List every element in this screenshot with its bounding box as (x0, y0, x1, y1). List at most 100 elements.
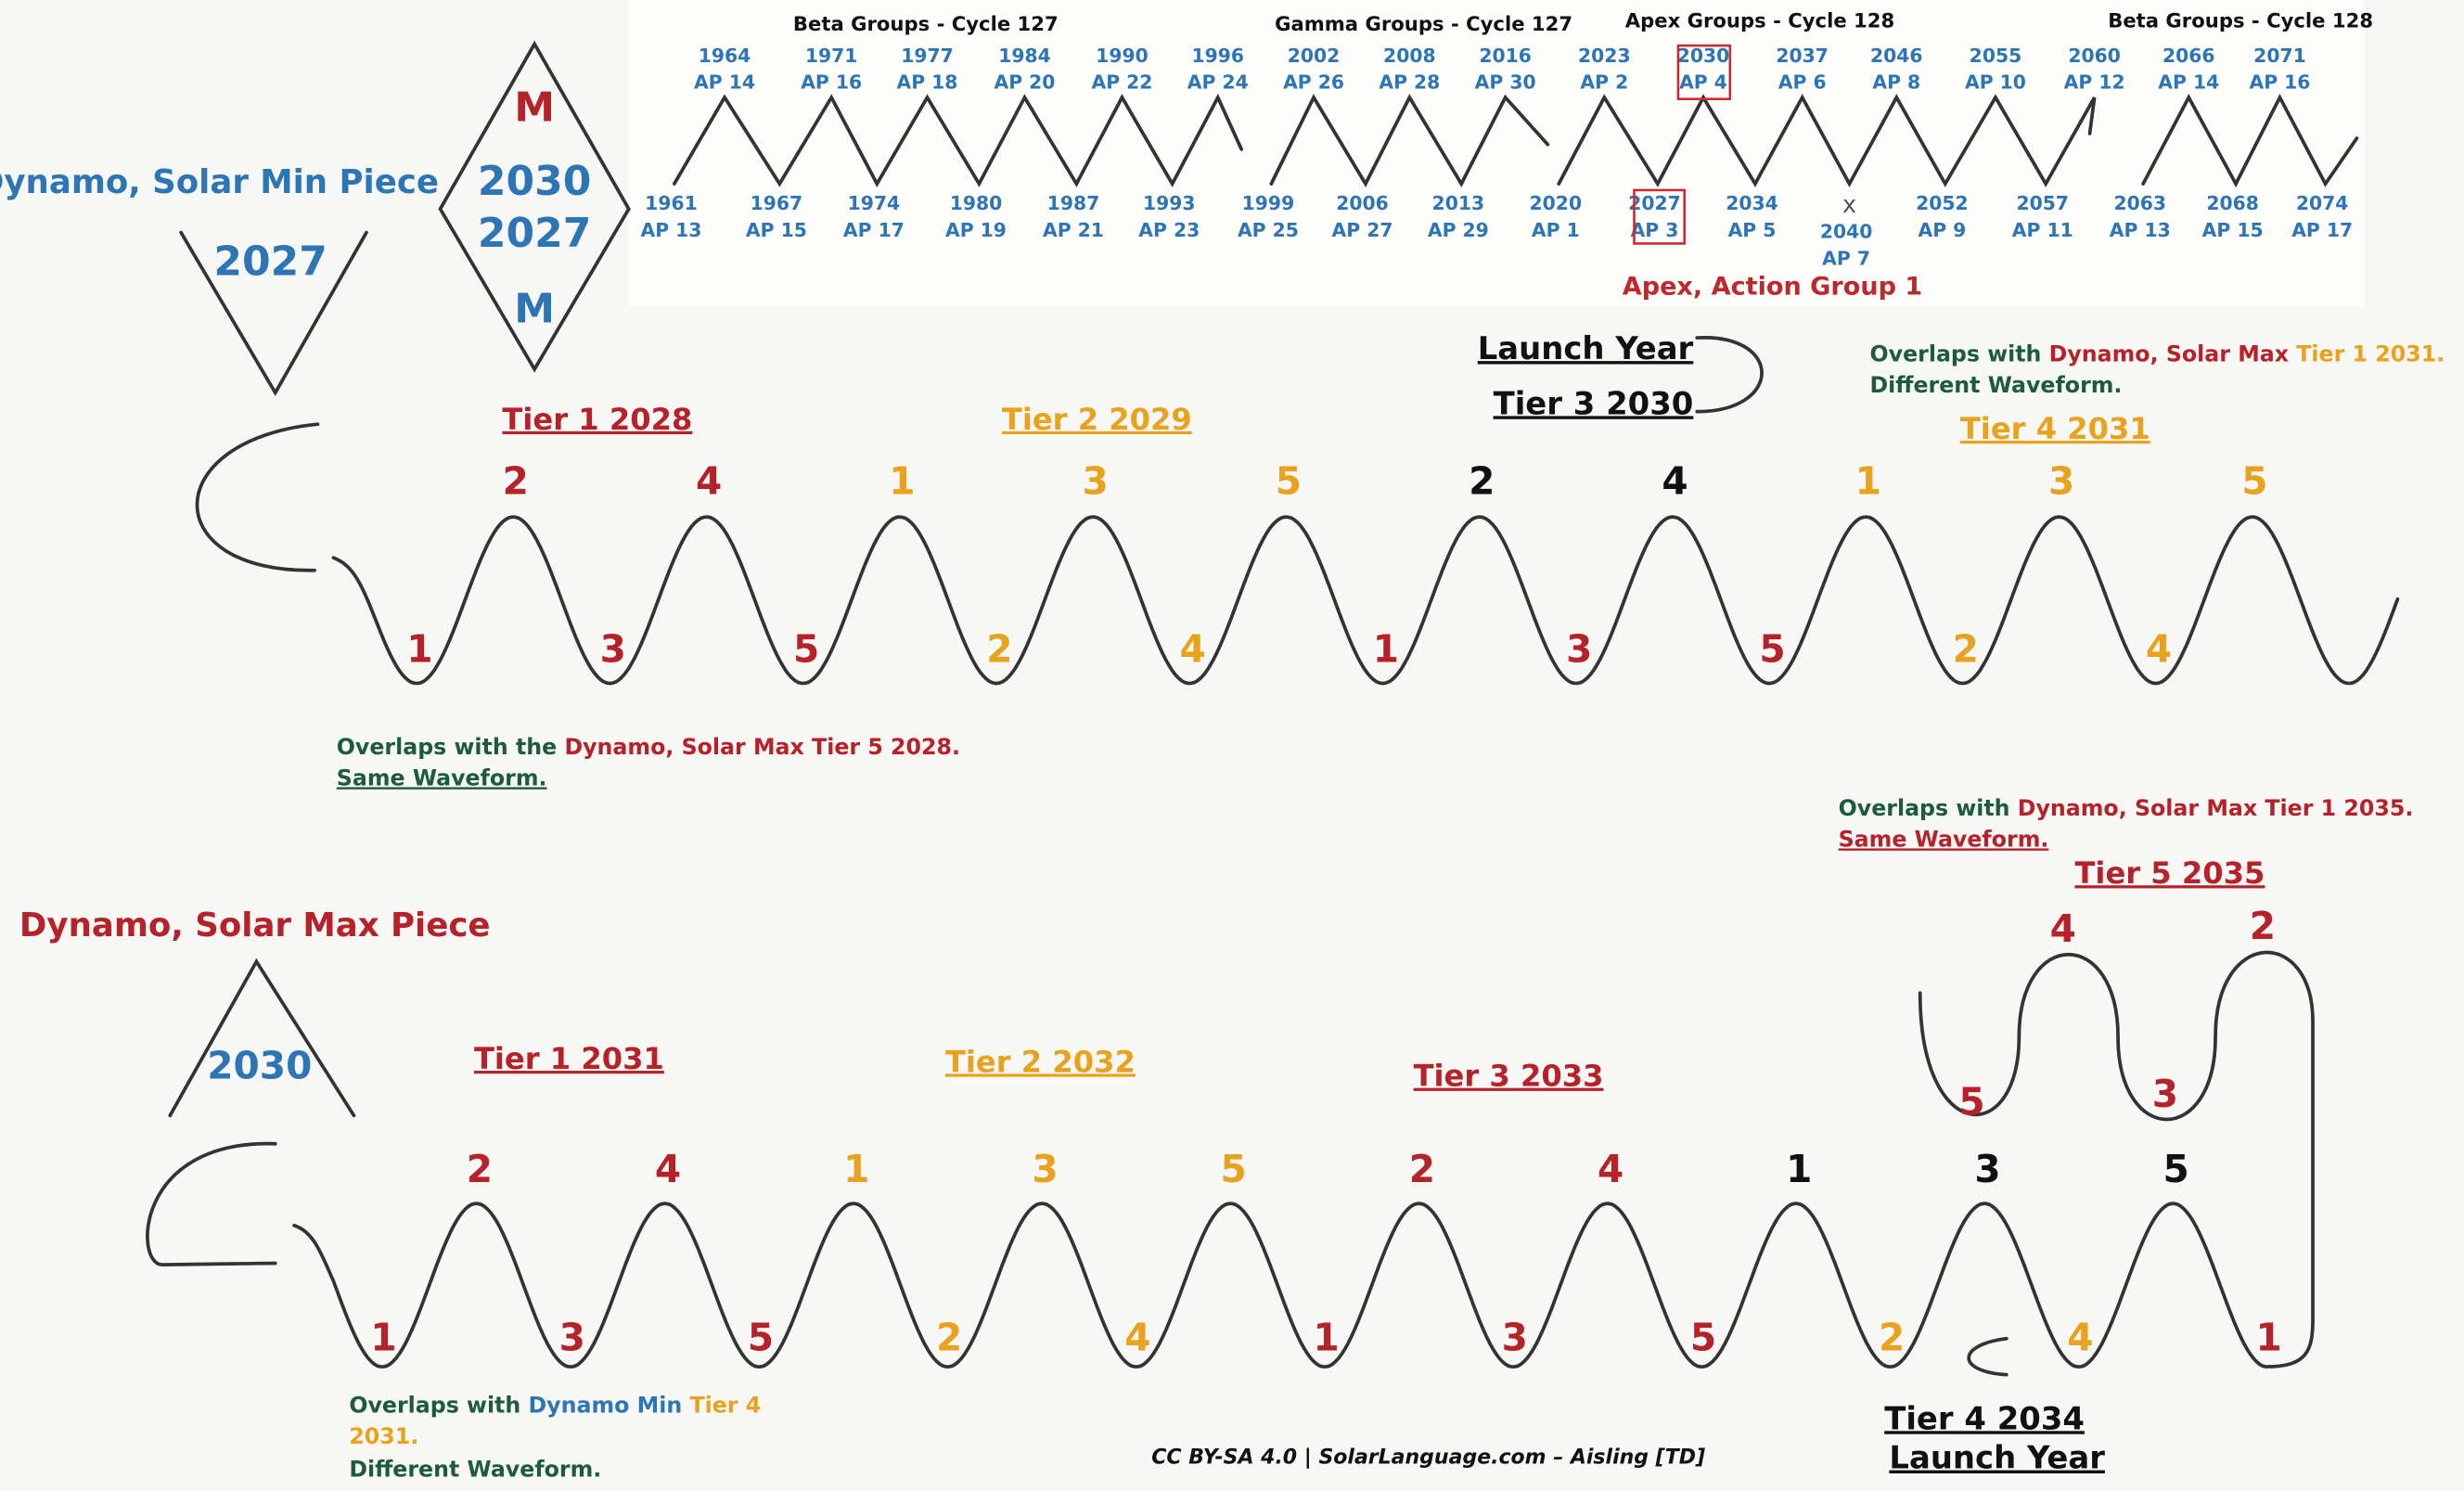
launch-title: Launch Year (1889, 1440, 2105, 1476)
note-text: Different Waveform. (1870, 372, 2123, 398)
note-text: Overlaps with the (337, 734, 557, 760)
wave-number: 4 (2067, 1315, 2093, 1359)
zigzag-line (1269, 94, 1550, 187)
tier-label: Tier 4 2031 (1960, 411, 2150, 446)
wave-number: 4 (696, 459, 722, 504)
peak-year: 2037 (1776, 45, 1829, 67)
peak-year: 2002 (1288, 45, 1341, 67)
wave-number: 3 (559, 1315, 585, 1359)
trough-ap: AP 15 (2202, 219, 2264, 241)
trough-ap: AP 19 (945, 219, 1007, 241)
peak-ap: AP 10 (1965, 71, 2026, 94)
wave-number: 3 (1566, 627, 1592, 672)
wave-number: 4 (1180, 627, 1206, 672)
diamond-top: M (514, 84, 555, 132)
footer: CC BY-SA 4.0 | SolarLanguage.com – Aisli… (1151, 1446, 1705, 1469)
trough-year: 2052 (1916, 192, 1969, 214)
arc (1695, 336, 1764, 414)
peak-year: 2008 (1383, 45, 1436, 67)
wave-number: 1 (843, 1147, 869, 1191)
max-title: Dynamo, Solar Max Piece (19, 906, 491, 945)
wave-number: 4 (1124, 1315, 1150, 1359)
wave-number: 2 (936, 1315, 962, 1359)
wave-number: 2 (986, 627, 1012, 672)
note-text: Tier 1 2031. (2296, 341, 2445, 366)
diamond-year: 2030 (478, 158, 592, 205)
panel (628, 0, 2365, 307)
trough-year: 1974 (848, 192, 901, 214)
note-text: Same Waveform. (337, 765, 547, 790)
wave-number: 5 (1690, 1315, 1716, 1359)
peak-year: 1990 (1096, 45, 1149, 67)
note: Overlaps with Dynamo Min Tier 4 (349, 1392, 761, 1418)
trough-year: 1980 (950, 192, 1003, 214)
wave-number: 1 (1786, 1147, 1812, 1191)
launch-tier: Tier 4 2034 (1884, 1400, 2085, 1436)
wave-number: 3 (1032, 1147, 1058, 1191)
trough-year: 1967 (751, 192, 803, 214)
trough-ap: AP 3 (1631, 219, 1679, 241)
arc (195, 422, 320, 572)
note: Overlaps with Dynamo, Solar Max Tier 1 2… (1870, 341, 2445, 366)
trough-year: 2006 (1336, 192, 1389, 214)
tier-label: Tier 1 2028 (502, 402, 692, 437)
trough-year: 2068 (2206, 192, 2259, 214)
note-text: 2031. (349, 1423, 418, 1449)
arc (1967, 1336, 2008, 1377)
peak-year: 2030 (1677, 45, 1730, 67)
note-text: Same Waveform. (1839, 826, 2049, 852)
wave-number: 4 (655, 1147, 681, 1191)
peak-ap: AP 30 (1475, 71, 1536, 94)
wave-number: 3 (1502, 1315, 1528, 1359)
wave-number: 3 (600, 627, 626, 672)
peak-year: 1996 (1191, 45, 1244, 67)
trough-year: 2074 (2296, 192, 2349, 214)
wave-number: 2 (1469, 459, 1495, 504)
group-header: Beta Groups - Cycle 127 (793, 12, 1059, 35)
trough-ap: AP 7 (1822, 247, 1870, 269)
note-text: Overlaps with (1839, 795, 2010, 821)
trough-ap: AP 13 (2110, 219, 2171, 241)
triangle (168, 958, 356, 1118)
trough-year: 2040 (1820, 221, 1873, 243)
note-text: Dynamo, Solar Max Tier 1 2035. (2018, 795, 2414, 821)
peak-ap: AP 2 (1580, 71, 1628, 94)
arc (146, 1141, 277, 1267)
note-text: Tier 4 (689, 1392, 761, 1418)
tier-label: Tier 5 2035 (2074, 855, 2265, 891)
wave-number: 4 (2146, 627, 2172, 672)
wave-number: 3 (1083, 459, 1109, 504)
wave (331, 515, 2400, 686)
wave-number: 2 (1879, 1315, 1905, 1359)
diamond-bottom: M (514, 285, 555, 332)
wave-number: 4 (2050, 906, 2076, 951)
wave-number: 3 (2152, 1072, 2178, 1116)
highlight-box (1676, 44, 1732, 100)
apex-label: Apex, Action Group 1 (1623, 272, 1923, 301)
note-text: Different Waveform. (349, 1456, 601, 1482)
launch-tier: Tier 3 2030 (1494, 385, 1694, 421)
group-header: Apex Groups - Cycle 128 (1625, 9, 1895, 32)
wave-number: 4 (1662, 459, 1688, 504)
peak-ap: AP 4 (1679, 71, 1727, 94)
min-year: 2027 (213, 238, 327, 285)
wave-number: 5 (1759, 627, 1785, 672)
wave-number: 5 (748, 1315, 774, 1359)
wave-number: 5 (793, 627, 819, 672)
tier-label: Tier 2 2032 (945, 1044, 1136, 1079)
trough-year: 2057 (2017, 192, 2070, 214)
trough-year: 2020 (1530, 192, 1583, 214)
peak-ap: AP 14 (694, 71, 755, 94)
wave-number: 1 (2255, 1315, 2281, 1359)
wave-number: 5 (2241, 459, 2267, 504)
trough-ap: AP 1 (1532, 219, 1580, 241)
wave-number: 1 (1373, 627, 1399, 672)
wave-number: 3 (1974, 1147, 2000, 1191)
tier-label: Tier 3 2033 (1414, 1059, 1604, 1094)
tier-label: Tier 2 2029 (1002, 402, 1192, 437)
wave-number: 2 (1409, 1147, 1435, 1191)
tier-label: Tier 1 2031 (474, 1041, 664, 1076)
v-shape (179, 230, 368, 397)
min-title: Dynamo, Solar Min Piece (0, 163, 439, 201)
zigzag-line (672, 93, 1244, 187)
